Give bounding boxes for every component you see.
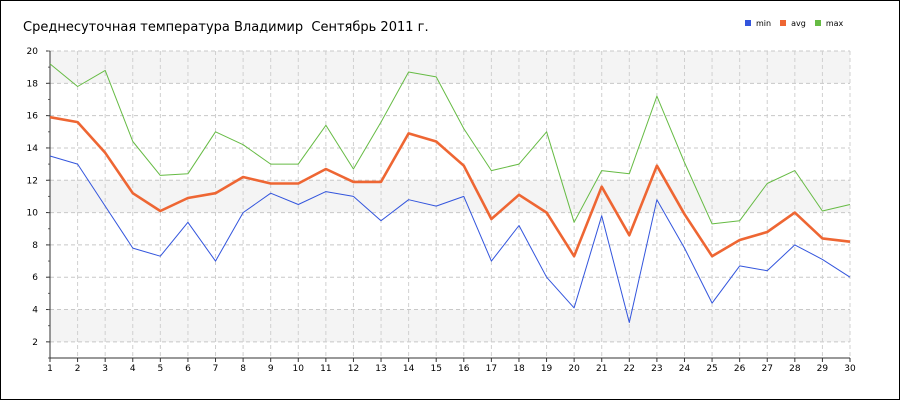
x-tick-label: 24 <box>679 364 691 374</box>
x-tick-label: 17 <box>486 364 497 374</box>
legend-swatch-max <box>814 20 821 26</box>
legend-label-max: max <box>825 18 844 28</box>
x-tick-label: 11 <box>320 364 331 374</box>
legend-label-avg: avg <box>791 18 806 28</box>
y-tick-label: 10 <box>27 209 39 219</box>
series-line-max <box>49 63 851 225</box>
y-tick-label: 20 <box>27 47 39 57</box>
x-tick-label: 3 <box>102 364 108 374</box>
x-tick-label: 21 <box>596 364 607 374</box>
chart-title: Среднесуточная температура Владимир Сент… <box>23 20 429 35</box>
y-tick-label: 18 <box>27 79 39 89</box>
y-tick-label: 14 <box>27 144 39 154</box>
x-tick-label: 27 <box>762 364 773 374</box>
x-tick-label: 8 <box>240 364 246 374</box>
series-line-avg <box>49 115 851 258</box>
x-tick-label: 6 <box>185 364 191 374</box>
x-tick-label: 5 <box>157 364 163 374</box>
grid-band <box>50 51 850 84</box>
grid-band <box>50 180 850 213</box>
x-tick-label: 12 <box>348 364 359 374</box>
x-tick-label: 20 <box>568 364 580 374</box>
legend-item-max: max <box>814 18 844 28</box>
y-tick-label: 2 <box>32 338 38 348</box>
x-tick-label: 4 <box>130 364 136 374</box>
x-tick-label: 13 <box>375 364 386 374</box>
y-tick-label: 4 <box>32 306 38 316</box>
x-tick-label: 29 <box>817 364 829 374</box>
series-line-min <box>49 155 851 323</box>
x-tick-label: 19 <box>541 364 553 374</box>
x-tick-label: 7 <box>213 364 219 374</box>
x-tick-label: 30 <box>844 364 856 374</box>
x-tick-label: 10 <box>293 364 305 374</box>
y-tick-label: 8 <box>32 241 38 251</box>
x-tick-label: 9 <box>268 364 274 374</box>
x-tick-label: 14 <box>403 364 415 374</box>
grid-band <box>50 309 850 342</box>
chart-legend: min avg max <box>745 16 852 30</box>
legend-swatch-avg <box>780 20 787 26</box>
legend-item-min: min <box>745 19 771 28</box>
y-tick-label: 6 <box>32 273 38 283</box>
legend-item-avg: avg <box>780 19 806 28</box>
x-tick-label: 16 <box>458 364 470 374</box>
x-tick-label: 1 <box>47 364 53 374</box>
x-tick-label: 28 <box>789 364 801 374</box>
x-tick-label: 23 <box>651 364 662 374</box>
y-tick-label: 16 <box>27 112 39 122</box>
y-tick-label: 12 <box>27 176 38 186</box>
legend-swatch-min <box>745 20 751 26</box>
legend-label-min: min <box>756 18 772 28</box>
x-tick-label: 2 <box>75 364 81 374</box>
x-tick-label: 26 <box>734 364 746 374</box>
x-tick-label: 22 <box>624 364 635 374</box>
x-tick-label: 18 <box>513 364 525 374</box>
x-tick-label: 25 <box>706 364 717 374</box>
x-tick-label: 15 <box>430 364 441 374</box>
